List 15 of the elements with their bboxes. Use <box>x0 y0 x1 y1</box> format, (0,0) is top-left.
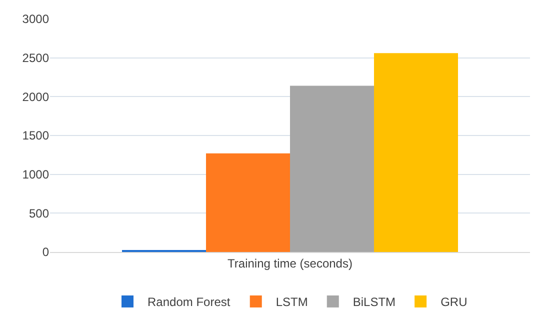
y-tick-label: 1500 <box>22 128 50 143</box>
y-tick-label: 2500 <box>22 51 50 66</box>
bar <box>290 86 374 252</box>
y-tick-label: 0 <box>42 245 50 260</box>
x-tick-label: Training time (seconds) <box>228 256 352 270</box>
legend-label: Random Forest <box>148 295 231 310</box>
bar <box>374 53 458 252</box>
legend-label: GRU <box>440 295 468 310</box>
y-tick-label: 3000 <box>22 12 50 26</box>
bar <box>206 153 290 252</box>
y-tick-label: 500 <box>28 206 50 220</box>
legend-label: LSTM <box>276 295 308 310</box>
y-tick-label: 1000 <box>22 168 50 182</box>
y-tick-label: 2000 <box>22 90 50 104</box>
legend-label: BiLSTM <box>352 295 396 310</box>
